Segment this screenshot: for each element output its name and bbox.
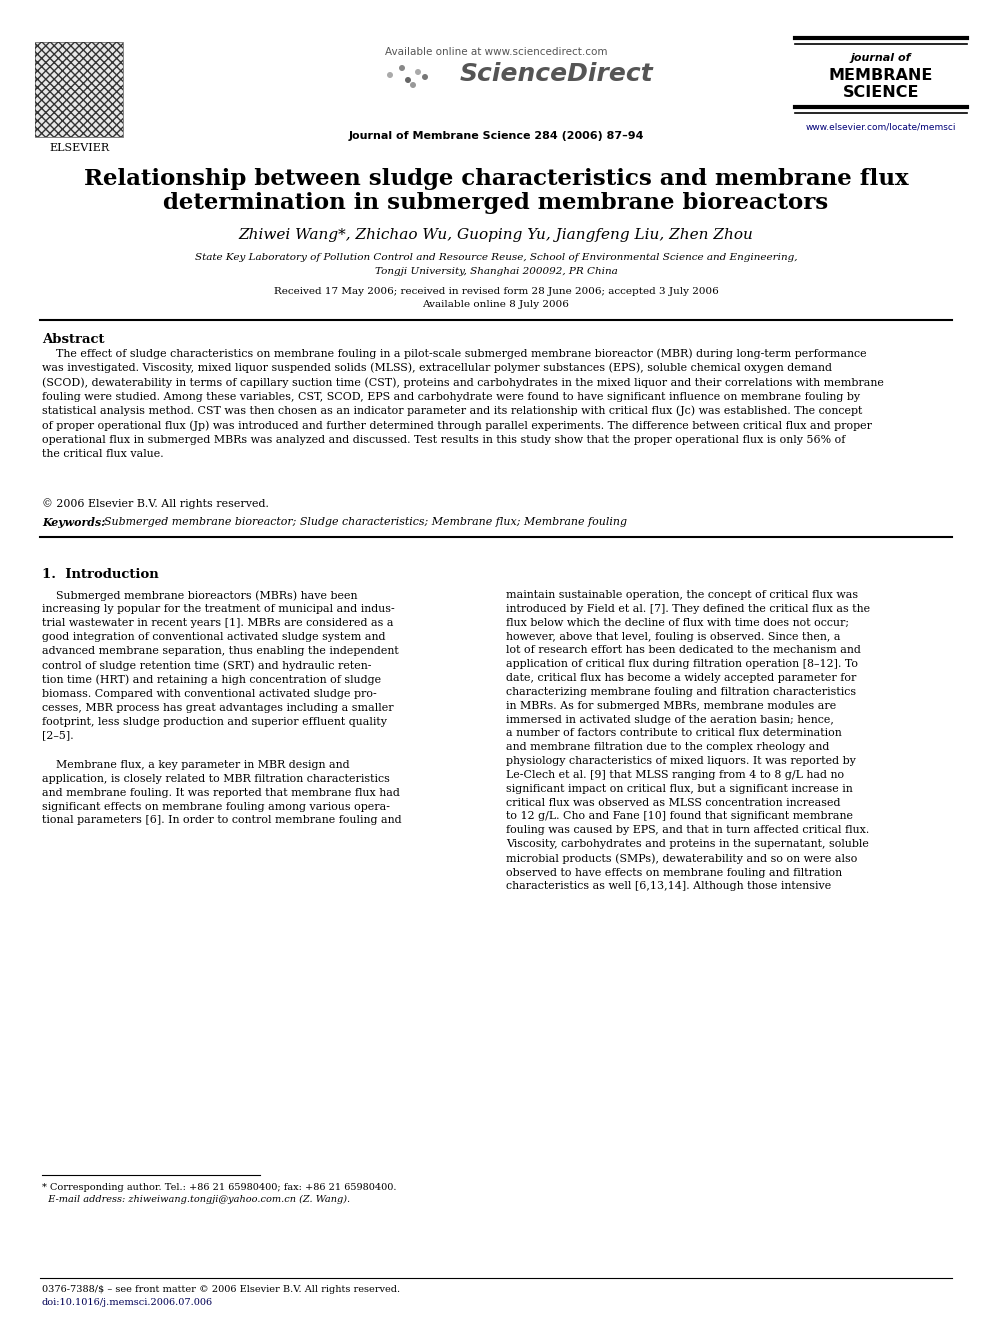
Ellipse shape xyxy=(399,65,405,71)
Text: State Key Laboratory of Pollution Control and Resource Reuse, School of Environm: State Key Laboratory of Pollution Contro… xyxy=(194,253,798,262)
Text: Submerged membrane bioreactor; Sludge characteristics; Membrane flux; Membrane f: Submerged membrane bioreactor; Sludge ch… xyxy=(97,517,627,527)
Ellipse shape xyxy=(410,82,416,89)
Ellipse shape xyxy=(422,74,428,79)
Text: Zhiwei Wang*, Zhichao Wu, Guoping Yu, Jiangfeng Liu, Zhen Zhou: Zhiwei Wang*, Zhichao Wu, Guoping Yu, Ji… xyxy=(238,228,754,242)
Text: Membrane flux, a key parameter in MBR design and
application, is closely related: Membrane flux, a key parameter in MBR de… xyxy=(42,759,402,826)
Ellipse shape xyxy=(405,77,411,83)
Text: Submerged membrane bioreactors (MBRs) have been
increasing ly popular for the tr: Submerged membrane bioreactors (MBRs) ha… xyxy=(42,590,399,741)
Ellipse shape xyxy=(415,69,421,75)
Text: maintain sustainable operation, the concept of critical flux was
introduced by F: maintain sustainable operation, the conc… xyxy=(506,590,870,892)
Text: Available online at www.sciencedirect.com: Available online at www.sciencedirect.co… xyxy=(385,48,607,57)
Bar xyxy=(35,42,123,138)
Bar xyxy=(35,42,123,138)
Text: * Corresponding author. Tel.: +86 21 65980400; fax: +86 21 65980400.: * Corresponding author. Tel.: +86 21 659… xyxy=(42,1183,397,1192)
Text: © 2006 Elsevier B.V. All rights reserved.: © 2006 Elsevier B.V. All rights reserved… xyxy=(42,497,269,509)
Text: MEMBRANE: MEMBRANE xyxy=(828,67,933,83)
Text: Available online 8 July 2006: Available online 8 July 2006 xyxy=(423,300,569,310)
Text: Relationship between sludge characteristics and membrane flux: Relationship between sludge characterist… xyxy=(83,168,909,191)
Text: Received 17 May 2006; received in revised form 28 June 2006; accepted 3 July 200: Received 17 May 2006; received in revise… xyxy=(274,287,718,296)
Text: www.elsevier.com/locate/memsci: www.elsevier.com/locate/memsci xyxy=(806,122,956,131)
Text: doi:10.1016/j.memsci.2006.07.006: doi:10.1016/j.memsci.2006.07.006 xyxy=(42,1298,213,1307)
Text: Keywords:: Keywords: xyxy=(42,517,105,528)
Text: journal of: journal of xyxy=(851,53,912,64)
Text: determination in submerged membrane bioreactors: determination in submerged membrane bior… xyxy=(164,192,828,214)
Text: SCIENCE: SCIENCE xyxy=(843,85,920,101)
Text: 0376-7388/$ – see front matter © 2006 Elsevier B.V. All rights reserved.: 0376-7388/$ – see front matter © 2006 El… xyxy=(42,1285,400,1294)
Text: Journal of Membrane Science 284 (2006) 87–94: Journal of Membrane Science 284 (2006) 8… xyxy=(348,131,644,142)
Text: The effect of sludge characteristics on membrane fouling in a pilot-scale submer: The effect of sludge characteristics on … xyxy=(42,348,884,459)
Text: E-mail address: zhiweiwang.tongji@yahoo.com.cn (Z. Wang).: E-mail address: zhiweiwang.tongji@yahoo.… xyxy=(42,1195,350,1204)
Text: ScienceDirect: ScienceDirect xyxy=(460,62,654,86)
Text: 1.  Introduction: 1. Introduction xyxy=(42,568,159,581)
Ellipse shape xyxy=(387,71,393,78)
Text: ELSEVIER: ELSEVIER xyxy=(49,143,109,153)
Text: Tongji University, Shanghai 200092, PR China: Tongji University, Shanghai 200092, PR C… xyxy=(375,267,617,277)
Text: Abstract: Abstract xyxy=(42,333,104,347)
